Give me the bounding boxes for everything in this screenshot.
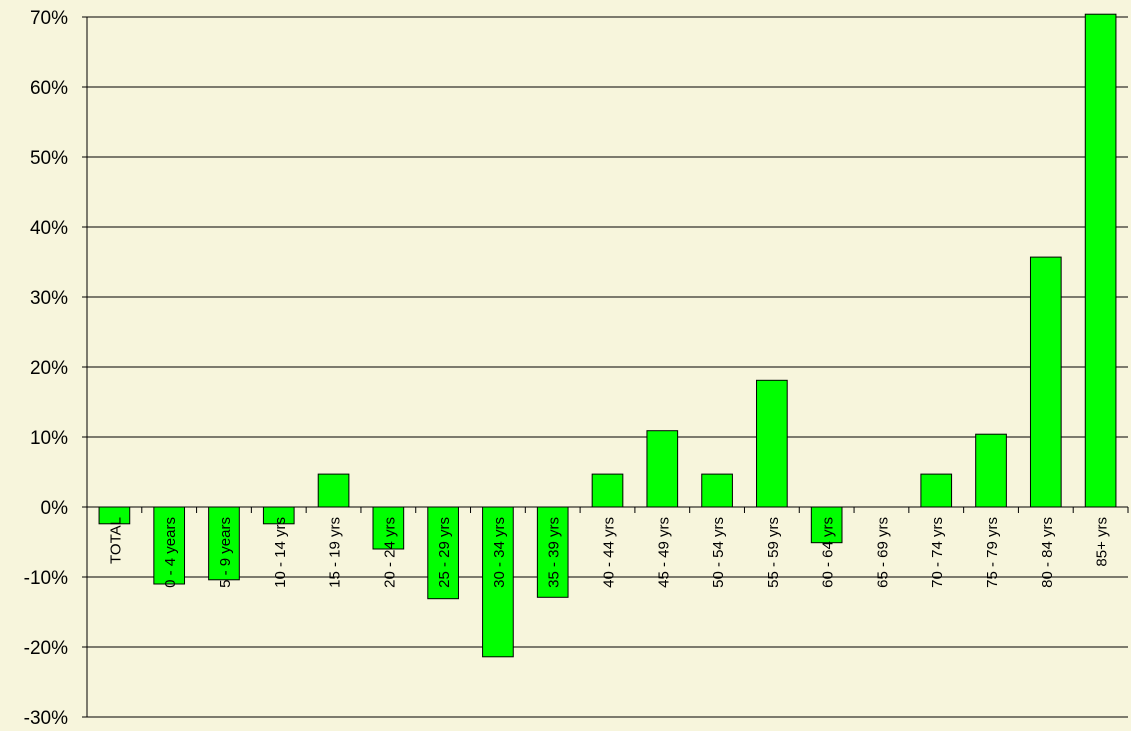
bar	[1084, 13, 1117, 508]
bar	[646, 430, 679, 508]
bar	[810, 506, 843, 544]
bar	[536, 506, 569, 598]
x-tick-label: 0 - 4 years	[162, 517, 179, 588]
y-tick-label: 50%	[30, 148, 68, 169]
x-tick-label: 30 - 34 yrs	[491, 517, 508, 588]
bar	[482, 506, 514, 658]
y-tick-label: 30%	[30, 288, 68, 309]
y-tick-label: 20%	[30, 358, 68, 379]
bar	[262, 506, 295, 525]
y-tick-label: 60%	[30, 78, 68, 99]
bar	[756, 379, 788, 508]
x-tick-label: 70 - 74 yrs	[929, 517, 946, 588]
bar	[701, 473, 733, 508]
bar	[153, 506, 186, 585]
x-tick-label: 50 - 54 yrs	[710, 517, 727, 588]
bar	[98, 506, 131, 525]
x-tick-label: 20 - 24 yrs	[381, 517, 398, 588]
x-tick-label: 15 - 19 yrs	[327, 517, 344, 588]
bar	[427, 506, 459, 600]
x-tick-label: 40 - 44 yrs	[601, 517, 618, 588]
bar	[317, 473, 350, 508]
bar	[1029, 256, 1062, 508]
x-tick-label: 25 - 29 yrs	[436, 517, 453, 588]
bar	[591, 473, 624, 508]
bar	[975, 433, 1007, 508]
x-tick-label: 5 - 9 years	[217, 517, 234, 588]
x-tick-label: 65 - 69 yrs	[874, 517, 891, 588]
x-tick-label: 60 - 64 yrs	[820, 517, 837, 588]
bar	[920, 473, 953, 508]
x-tick-label: 85+ yrs	[1094, 517, 1111, 567]
bar	[372, 506, 405, 550]
x-tick-label: 75 - 79 yrs	[984, 517, 1001, 588]
y-tick-label: -10%	[24, 568, 68, 589]
y-tick-label: -20%	[24, 638, 68, 659]
x-tick-label: 80 - 84 yrs	[1039, 517, 1056, 588]
y-tick-label: 0%	[41, 498, 69, 519]
y-tick-label: -30%	[24, 708, 68, 729]
x-tick-label: TOTAL	[107, 517, 124, 564]
x-tick-label: 45 - 49 yrs	[655, 517, 672, 588]
x-tick-label: 35 - 39 yrs	[546, 517, 563, 588]
bar	[208, 506, 240, 581]
x-tick-label: 10 - 14 yrs	[272, 517, 289, 588]
y-tick-label: 10%	[30, 428, 68, 449]
y-tick-label: 40%	[30, 218, 68, 239]
y-tick-label: 70%	[30, 8, 68, 29]
x-tick-label: 55 - 59 yrs	[765, 517, 782, 588]
